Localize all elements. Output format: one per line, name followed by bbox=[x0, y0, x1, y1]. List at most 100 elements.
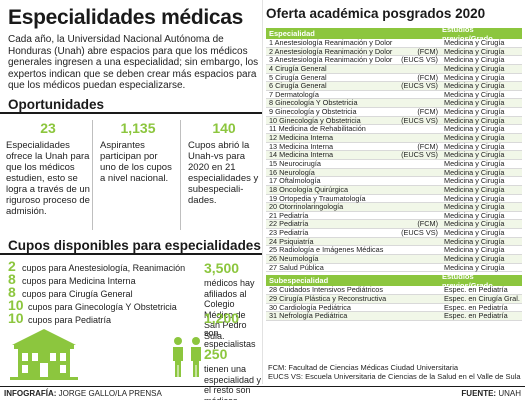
row-especialidad: 14 Medicina Interna (EUCS VS) bbox=[266, 151, 440, 159]
stat-aspirantes: 1,135 Aspirantes participan por uno de l… bbox=[92, 120, 176, 230]
table-row: 25 Radiología e Imágenes Médicas Medicina… bbox=[266, 245, 522, 256]
stat-cupos: 140 Cupos abrió la Unah-vs para 2020 en … bbox=[180, 120, 260, 230]
stat-number: 3,500 bbox=[204, 260, 240, 276]
row-grado: Espec. en Pediatría bbox=[444, 311, 508, 321]
table-notes: FCM: Facultad de Ciencias Médicas Ciudad… bbox=[268, 363, 524, 381]
stat-number: 140 bbox=[212, 120, 236, 136]
row-campus-tag bbox=[400, 295, 440, 303]
row-especialidad: 19 Ortopedia y Traumatología bbox=[266, 194, 440, 203]
table-row: 20 Otorrinolaringología Medicina y Cirugí… bbox=[266, 203, 522, 212]
stat-description: tienen una especialidad y el resto son m… bbox=[204, 364, 262, 400]
row-grado: Medicina y Cirugía bbox=[444, 193, 505, 203]
heading-rule bbox=[0, 112, 262, 114]
table-row: 8 Ginecología Y Obstetricia Medicina y Ci… bbox=[266, 99, 522, 109]
credit-label: INFOGRAFÍA: bbox=[4, 389, 57, 398]
row-grado: Medicina y Cirugía bbox=[444, 38, 505, 47]
row-campus-tag: (FCM) bbox=[417, 141, 438, 151]
stat-con-especialidad: 250 tienen una especialidad y el resto s… bbox=[204, 346, 262, 400]
row-name: 27 Salud Pública bbox=[269, 262, 324, 272]
row-especialidad: 13 Medicina Interna (FCM) bbox=[266, 141, 440, 151]
header-grado: Estudios previos/Grado bbox=[442, 271, 493, 290]
row-campus-tag bbox=[400, 246, 440, 254]
header-especialidad: Especialidad bbox=[269, 29, 315, 38]
table-row: 16 Neurología Medicina y Cirugía bbox=[266, 167, 522, 178]
row-especialidad: 15 Neurocirugía bbox=[266, 159, 440, 168]
table-row: 7 Dermatología Medicina y Cirugía bbox=[266, 89, 522, 100]
row-name: 6 Cirugía General bbox=[269, 81, 327, 91]
row-campus-tag: (FCM) bbox=[417, 107, 438, 117]
person-icon bbox=[191, 337, 201, 377]
row-grado: Medicina y Cirugía bbox=[444, 46, 505, 56]
row-grado: Medicina y Cirugía bbox=[444, 133, 505, 143]
credit: INFOGRAFÍA: JORGE GALLO/LA PRENSA bbox=[4, 389, 162, 398]
row-campus-tag bbox=[400, 212, 440, 220]
row-grado: Medicina y Cirugía bbox=[444, 81, 505, 91]
list-item: 10 cupos para Pediatría bbox=[8, 310, 208, 326]
row-grado: Medicina y Cirugía bbox=[444, 202, 505, 212]
row-grado: Medicina y Cirugía bbox=[444, 228, 505, 238]
opportunity-stats: 23 Especialidades ofrece la Unah para qu… bbox=[0, 120, 262, 230]
row-grado: Medicina y Cirugía bbox=[444, 89, 505, 99]
table-row: 1 Anestesiología Reanimación y Dolor Medi… bbox=[266, 38, 522, 48]
row-especialidad: 3 Anestesiología Reanimación y Dolor (EUC… bbox=[266, 56, 440, 64]
row-campus-tag bbox=[400, 304, 440, 312]
footer: INFOGRAFÍA: JORGE GALLO/LA PRENSA FUENTE… bbox=[0, 386, 525, 400]
table-row: 4 Cirugía General Medicina y Cirugía bbox=[266, 64, 522, 74]
stat-description: son especialistas bbox=[204, 328, 256, 349]
column-divider bbox=[262, 0, 263, 384]
row-campus-tag bbox=[400, 99, 440, 107]
row-campus-tag bbox=[400, 39, 440, 47]
cupo-text: cupos para Medicina Interna bbox=[22, 276, 136, 286]
row-name: 13 Medicina Interna bbox=[269, 141, 334, 151]
oferta-title: Oferta académica posgrados 2020 bbox=[266, 6, 486, 21]
subtable-body: 28 Cuidados Intensivos Pediátricos Espec.… bbox=[266, 286, 522, 321]
row-grado: Medicina y Cirugía bbox=[444, 167, 505, 177]
stat-number: 1,200 bbox=[204, 310, 240, 326]
row-especialidad: 26 Neumología bbox=[266, 254, 440, 263]
row-especialidad: 21 Pediatría bbox=[266, 211, 440, 220]
person-icon bbox=[173, 337, 183, 377]
row-grado: Medicina y Cirugía bbox=[444, 245, 505, 255]
table-row: 24 Psiquiatría Medicina y Cirugía bbox=[266, 237, 522, 247]
row-name: 12 Medicina Interna bbox=[269, 133, 334, 143]
list-item: 8 cupos para Cirugía General bbox=[8, 284, 208, 300]
row-grado: Medicina y Cirugía bbox=[444, 72, 505, 82]
subtable-header: Subespecialidad Estudios previos/Grado bbox=[266, 272, 522, 290]
oportunidades-heading: Oportunidades bbox=[0, 96, 262, 114]
cupo-number: 2 bbox=[8, 258, 16, 274]
row-campus-tag: (EUCS VS) bbox=[401, 150, 438, 160]
university-building-icon bbox=[10, 329, 78, 380]
table-row: 22 Pediatría (FCM) Medicina y Cirugía bbox=[266, 220, 522, 230]
row-especialidad: 23 Pediatría (EUCS VS) bbox=[266, 228, 440, 238]
row-campus-tag bbox=[400, 195, 440, 203]
row-name: 23 Pediatría bbox=[269, 228, 309, 238]
row-campus-tag: (EUCS VS) bbox=[401, 115, 438, 125]
cupo-number: 10 bbox=[8, 310, 24, 326]
row-grado: Medicina y Cirugía bbox=[444, 124, 505, 134]
cupo-number: 8 bbox=[8, 284, 16, 300]
table-header: Especialidad Estudios previos/Grado bbox=[266, 25, 522, 43]
table-row: 11 Medicina de Rehabilitación Medicina y … bbox=[266, 124, 522, 135]
heading-rule bbox=[0, 253, 262, 255]
source-value: UNAH bbox=[498, 389, 521, 398]
row-name: 3 Anestesiología Reanimación y Dolor bbox=[269, 55, 393, 65]
row-name: 30 Cardiología Pediátrica bbox=[269, 302, 351, 312]
row-name: 8 Ginecología Y Obstetricia bbox=[269, 98, 358, 108]
row-name: 1 Anestesiología Reanimación y Dolor bbox=[269, 38, 393, 47]
row-grado: Espec. en Pediatría bbox=[444, 302, 508, 312]
row-especialidad: 18 Oncología Quirúrgica bbox=[266, 185, 440, 194]
row-grado: Espec. en Cirugía Gral. bbox=[444, 293, 520, 303]
row-grado: Medicina y Cirugía bbox=[444, 158, 505, 168]
row-especialidad: 4 Cirugía General bbox=[266, 64, 440, 73]
stat-description: médicos hay afiliados al Colegio Médico … bbox=[204, 278, 255, 341]
row-name: 17 Oftalmología bbox=[269, 176, 321, 186]
row-campus-tag bbox=[400, 169, 440, 177]
row-especialidad: 8 Ginecología Y Obstetricia bbox=[266, 99, 440, 107]
table-row: 3 Anestesiología Reanimación y Dolor (EUC… bbox=[266, 56, 522, 65]
row-name: 5 Cirugía General bbox=[269, 72, 327, 82]
row-name: 20 Otorrinolaringología bbox=[269, 202, 344, 212]
table-row: 23 Pediatría (EUCS VS) Medicina y Cirugía bbox=[266, 228, 522, 238]
row-campus-tag: (EUCS VS) bbox=[401, 55, 438, 65]
row-grado: Medicina y Cirugía bbox=[444, 115, 505, 125]
row-especialidad: 20 Otorrinolaringología bbox=[266, 203, 440, 211]
